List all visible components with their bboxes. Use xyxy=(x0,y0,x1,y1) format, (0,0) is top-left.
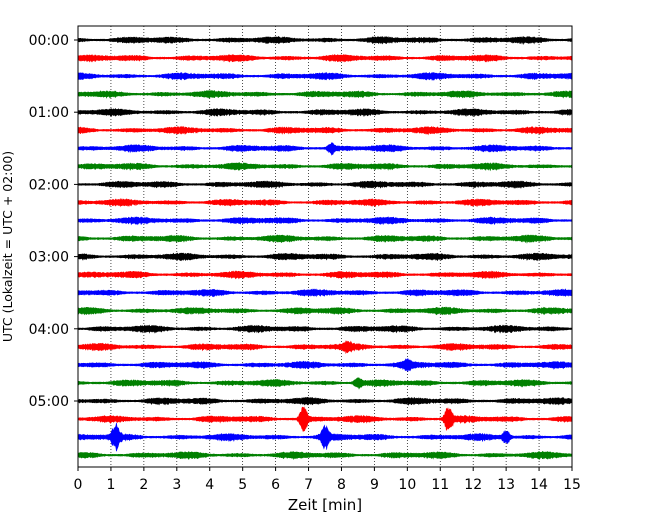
x-axis-label: Zeit [min] xyxy=(288,496,362,514)
trace-row-15 xyxy=(77,306,573,316)
trace-row-4 xyxy=(77,108,573,118)
trace-row-11 xyxy=(77,234,573,244)
x-tick-label: 12 xyxy=(464,477,482,493)
x-tick-label: 11 xyxy=(431,477,449,493)
x-tick-label: 14 xyxy=(530,477,548,493)
trace-row-17 xyxy=(77,340,573,355)
trace-row-12 xyxy=(77,252,573,262)
trace-row-23 xyxy=(77,450,573,461)
y-tick-label: 01:00 xyxy=(29,105,69,121)
x-tick-label: 1 xyxy=(106,477,115,493)
x-tick-label: 6 xyxy=(271,477,280,493)
x-tick-label: 7 xyxy=(304,477,313,493)
x-tick-label: 9 xyxy=(370,477,379,493)
trace-row-10 xyxy=(77,216,573,226)
y-tick-label: 04:00 xyxy=(29,322,69,338)
trace-row-18 xyxy=(77,357,573,372)
trace-row-22 xyxy=(77,422,573,452)
trace-row-7 xyxy=(77,162,573,172)
trace-row-8 xyxy=(77,180,573,190)
y-tick-label: 05:00 xyxy=(29,394,69,410)
x-tick-label: 15 xyxy=(563,477,581,493)
trace-row-13 xyxy=(77,270,573,280)
x-tick-label: 5 xyxy=(238,477,247,493)
y-tick-label: 00:00 xyxy=(29,33,69,49)
x-tick-label: 13 xyxy=(497,477,515,493)
x-tick-label: 2 xyxy=(139,477,148,493)
x-tick-label: 3 xyxy=(172,477,181,493)
trace-row-9 xyxy=(77,197,573,208)
plot-frame xyxy=(77,25,573,468)
trace-row-1 xyxy=(77,54,573,63)
x-tick-label: 10 xyxy=(398,477,416,493)
y-axis-label: UTC (Lokalzeit = UTC + 02:00) xyxy=(0,151,15,342)
trace-row-3 xyxy=(77,89,573,99)
trace-row-19 xyxy=(77,377,573,390)
trace-row-20 xyxy=(77,396,573,406)
trace-row-0 xyxy=(77,36,573,45)
y-tick-label: 02:00 xyxy=(29,177,69,193)
trace-row-16 xyxy=(77,324,573,334)
trace-layer xyxy=(77,36,573,461)
y-tick-label: 03:00 xyxy=(29,250,69,266)
trace-row-6 xyxy=(77,142,573,156)
trace-row-14 xyxy=(77,288,573,298)
x-tick-label: 4 xyxy=(205,477,214,493)
x-tick-label: 0 xyxy=(74,477,83,493)
x-tick-label: 8 xyxy=(337,477,346,493)
trace-row-5 xyxy=(77,125,573,136)
y-axis: 00:00 01:00 02:00 03:00 04:00 05:00 xyxy=(29,33,78,410)
trace-row-2 xyxy=(77,71,573,81)
x-axis: 0 1 2 3 4 5 6 7 8 9 10 11 12 13 14 15 xyxy=(74,467,581,493)
